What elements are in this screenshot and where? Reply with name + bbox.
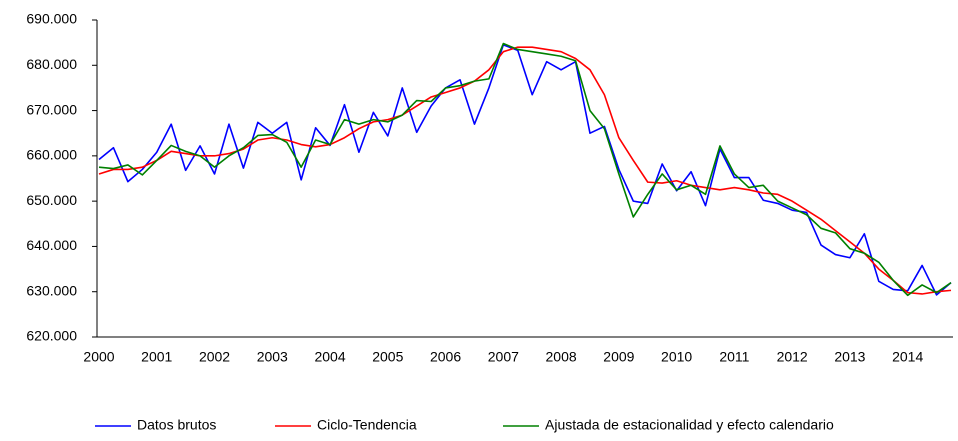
legend-label: Ciclo-Tendencia [317, 417, 417, 433]
y-tick-label: 640.000 [26, 237, 77, 253]
legend-label: Datos brutos [137, 417, 216, 433]
x-tick-label: 2010 [661, 349, 692, 365]
y-tick-label: 630.000 [26, 282, 77, 298]
x-tick-label: 2012 [777, 349, 808, 365]
y-tick-label: 620.000 [26, 328, 77, 344]
series-line [98, 42, 952, 297]
y-tick-label: 650.000 [26, 192, 77, 208]
x-tick-label: 2003 [257, 349, 288, 365]
series-line [98, 46, 952, 295]
x-tick-label: 2008 [546, 349, 577, 365]
x-tick-label: 2004 [314, 349, 345, 365]
x-tick-label: 2007 [488, 349, 519, 365]
x-tick-label: 2005 [372, 349, 403, 365]
x-tick-label: 2001 [141, 349, 172, 365]
x-tick-label: 2006 [430, 349, 461, 365]
x-tick-label: 2014 [892, 349, 923, 365]
legend-label: Ajustada de estacionalidad y efecto cale… [545, 417, 834, 433]
series-line [98, 44, 952, 296]
y-tick-label: 680.000 [26, 56, 77, 72]
x-tick-label: 2000 [83, 349, 114, 365]
x-tick-label: 2009 [603, 349, 634, 365]
y-tick-label: 670.000 [26, 101, 77, 117]
x-tick-label: 2002 [199, 349, 230, 365]
y-tick-label: 660.000 [26, 147, 77, 163]
x-tick-label: 2013 [834, 349, 865, 365]
y-tick-label: 690.000 [26, 11, 77, 27]
x-tick-label: 2011 [719, 349, 749, 365]
